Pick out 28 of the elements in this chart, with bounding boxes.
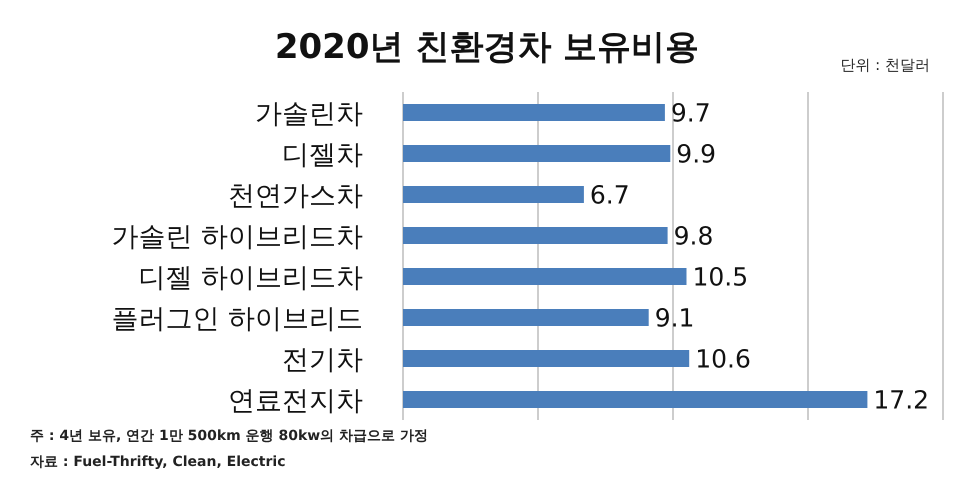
bar [403, 227, 668, 244]
bar [403, 104, 665, 121]
chart-subtitle: 단위 : 천달러 [840, 56, 930, 74]
data-label: 10.5 [692, 262, 748, 292]
bar [403, 268, 686, 285]
data-label: 6.7 [590, 180, 630, 210]
bar [403, 186, 584, 203]
data-label: 9.1 [654, 304, 694, 332]
bar [403, 391, 868, 408]
bar [403, 350, 690, 367]
y-tick-label: 가솔린차 [255, 98, 363, 130]
bar [403, 145, 670, 162]
chart-title: 2020년 친환경차 보유비용 [274, 27, 700, 67]
y-tick-label: 연료전지차 [228, 386, 363, 416]
text: 자료 : Fuel-Thrifty, Clean, Electric [30, 454, 286, 470]
y-tick-label: 플러그인 하이브리드 [111, 304, 363, 334]
data-label: 9.7 [670, 98, 711, 128]
data-label: 10.6 [695, 344, 751, 374]
data-label: 9.8 [674, 222, 714, 250]
data-label: 17.2 [873, 386, 930, 414]
bar [403, 309, 649, 326]
data-label: 9.9 [676, 140, 716, 168]
y-tick-label: 천연가스차 [228, 180, 363, 212]
text: 주 : 4년 보유, 연간 1만 500km 운행 80kw의 차급으로 가정 [30, 428, 428, 444]
y-tick-label: 디젤 하이브리드차 [138, 262, 363, 294]
y-tick-label: 전기차 [282, 344, 363, 376]
y-tick-label: 디젤차 [282, 140, 363, 170]
y-tick-label: 가솔린 하이브리드차 [111, 222, 363, 252]
